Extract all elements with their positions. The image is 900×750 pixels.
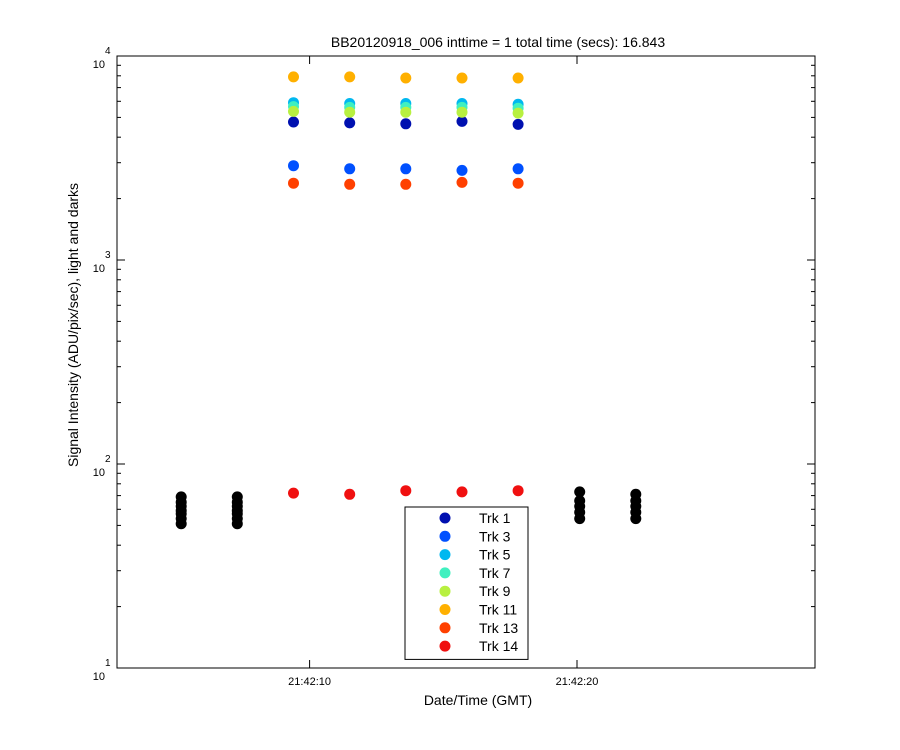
- legend-marker: [439, 512, 451, 524]
- data-point: [344, 178, 356, 190]
- data-point: [456, 164, 468, 176]
- data-point: [400, 72, 412, 84]
- y-tick-label: 10: [93, 263, 105, 275]
- legend-marker: [439, 640, 451, 652]
- y-tick-exponent: 4: [105, 46, 111, 57]
- data-point: [344, 106, 356, 118]
- legend-marker: [439, 549, 451, 561]
- legend-marker: [439, 585, 451, 597]
- data-point: [512, 485, 524, 497]
- data-point: [288, 71, 299, 83]
- series-1: [288, 160, 524, 176]
- data-point: [456, 106, 468, 118]
- y-tick-label: 10: [93, 59, 105, 71]
- chart-title: BB20120918_006 inttime = 1 total time (s…: [331, 34, 665, 50]
- data-point: [400, 163, 412, 175]
- legend-label: Trk 11: [479, 602, 517, 618]
- data-point: [630, 488, 642, 500]
- legend-label: Trk 1: [479, 510, 511, 526]
- series-5: [288, 71, 524, 84]
- data-point: [288, 105, 299, 117]
- data-point: [400, 118, 412, 130]
- legend-label: Trk 14: [479, 638, 518, 654]
- x-tick-label: 21:42:10: [288, 676, 331, 688]
- legend-label: Trk 5: [479, 547, 511, 563]
- legend-marker: [439, 567, 451, 579]
- legend-box: [404, 506, 529, 660]
- y-tick-label: 10: [93, 671, 105, 683]
- data-point: [344, 488, 356, 500]
- data-point: [231, 491, 243, 503]
- data-point: [400, 178, 412, 190]
- series-6: [288, 176, 524, 190]
- data-point: [344, 163, 356, 175]
- data-point: [288, 487, 299, 499]
- series-8: [175, 486, 642, 530]
- legend-label: Trk 3: [479, 528, 511, 544]
- data-point: [456, 72, 468, 84]
- data-point: [512, 163, 524, 175]
- data-point: [574, 486, 586, 498]
- data-point: [288, 116, 299, 128]
- plot-marks: [175, 71, 642, 530]
- series-7: [288, 485, 524, 500]
- y-axis-label: Signal Intensity (ADU/pix/sec), light an…: [65, 183, 81, 467]
- legend-label: Trk 7: [479, 565, 511, 581]
- legend-label: Trk 13: [479, 620, 518, 636]
- x-axis-label: Date/Time (GMT): [424, 692, 532, 708]
- y-tick-exponent: 1: [105, 658, 111, 669]
- data-point: [400, 485, 412, 497]
- y-tick-label: 10: [93, 467, 105, 479]
- axes-box: [116, 55, 816, 669]
- data-point: [512, 118, 524, 130]
- y-tick-exponent: 2: [105, 454, 111, 465]
- legend-label: Trk 9: [479, 583, 511, 599]
- legend-marker: [439, 530, 451, 542]
- data-point: [288, 177, 299, 189]
- series-0: [288, 115, 524, 130]
- x-tick-label: 21:42:20: [556, 676, 599, 688]
- data-point: [344, 71, 356, 83]
- y-tick-exponent: 3: [105, 250, 111, 261]
- data-point: [456, 115, 468, 127]
- legend-marker: [439, 622, 451, 634]
- data-point: [175, 491, 187, 503]
- data-point: [456, 486, 468, 498]
- data-point: [288, 160, 299, 172]
- data-point: [400, 106, 412, 118]
- data-point: [456, 176, 468, 188]
- data-point: [512, 177, 524, 189]
- data-point: [344, 117, 356, 129]
- data-point: [574, 495, 586, 507]
- legend-marker: [439, 604, 451, 615]
- series-4: [288, 105, 524, 119]
- data-point: [512, 72, 524, 84]
- chart-legend: Trk 1 Trk 3 Trk 5 Trk 7 Trk 9 Trk 11 Trk 13 Trk…: [404, 506, 529, 660]
- data-point: [512, 107, 524, 119]
